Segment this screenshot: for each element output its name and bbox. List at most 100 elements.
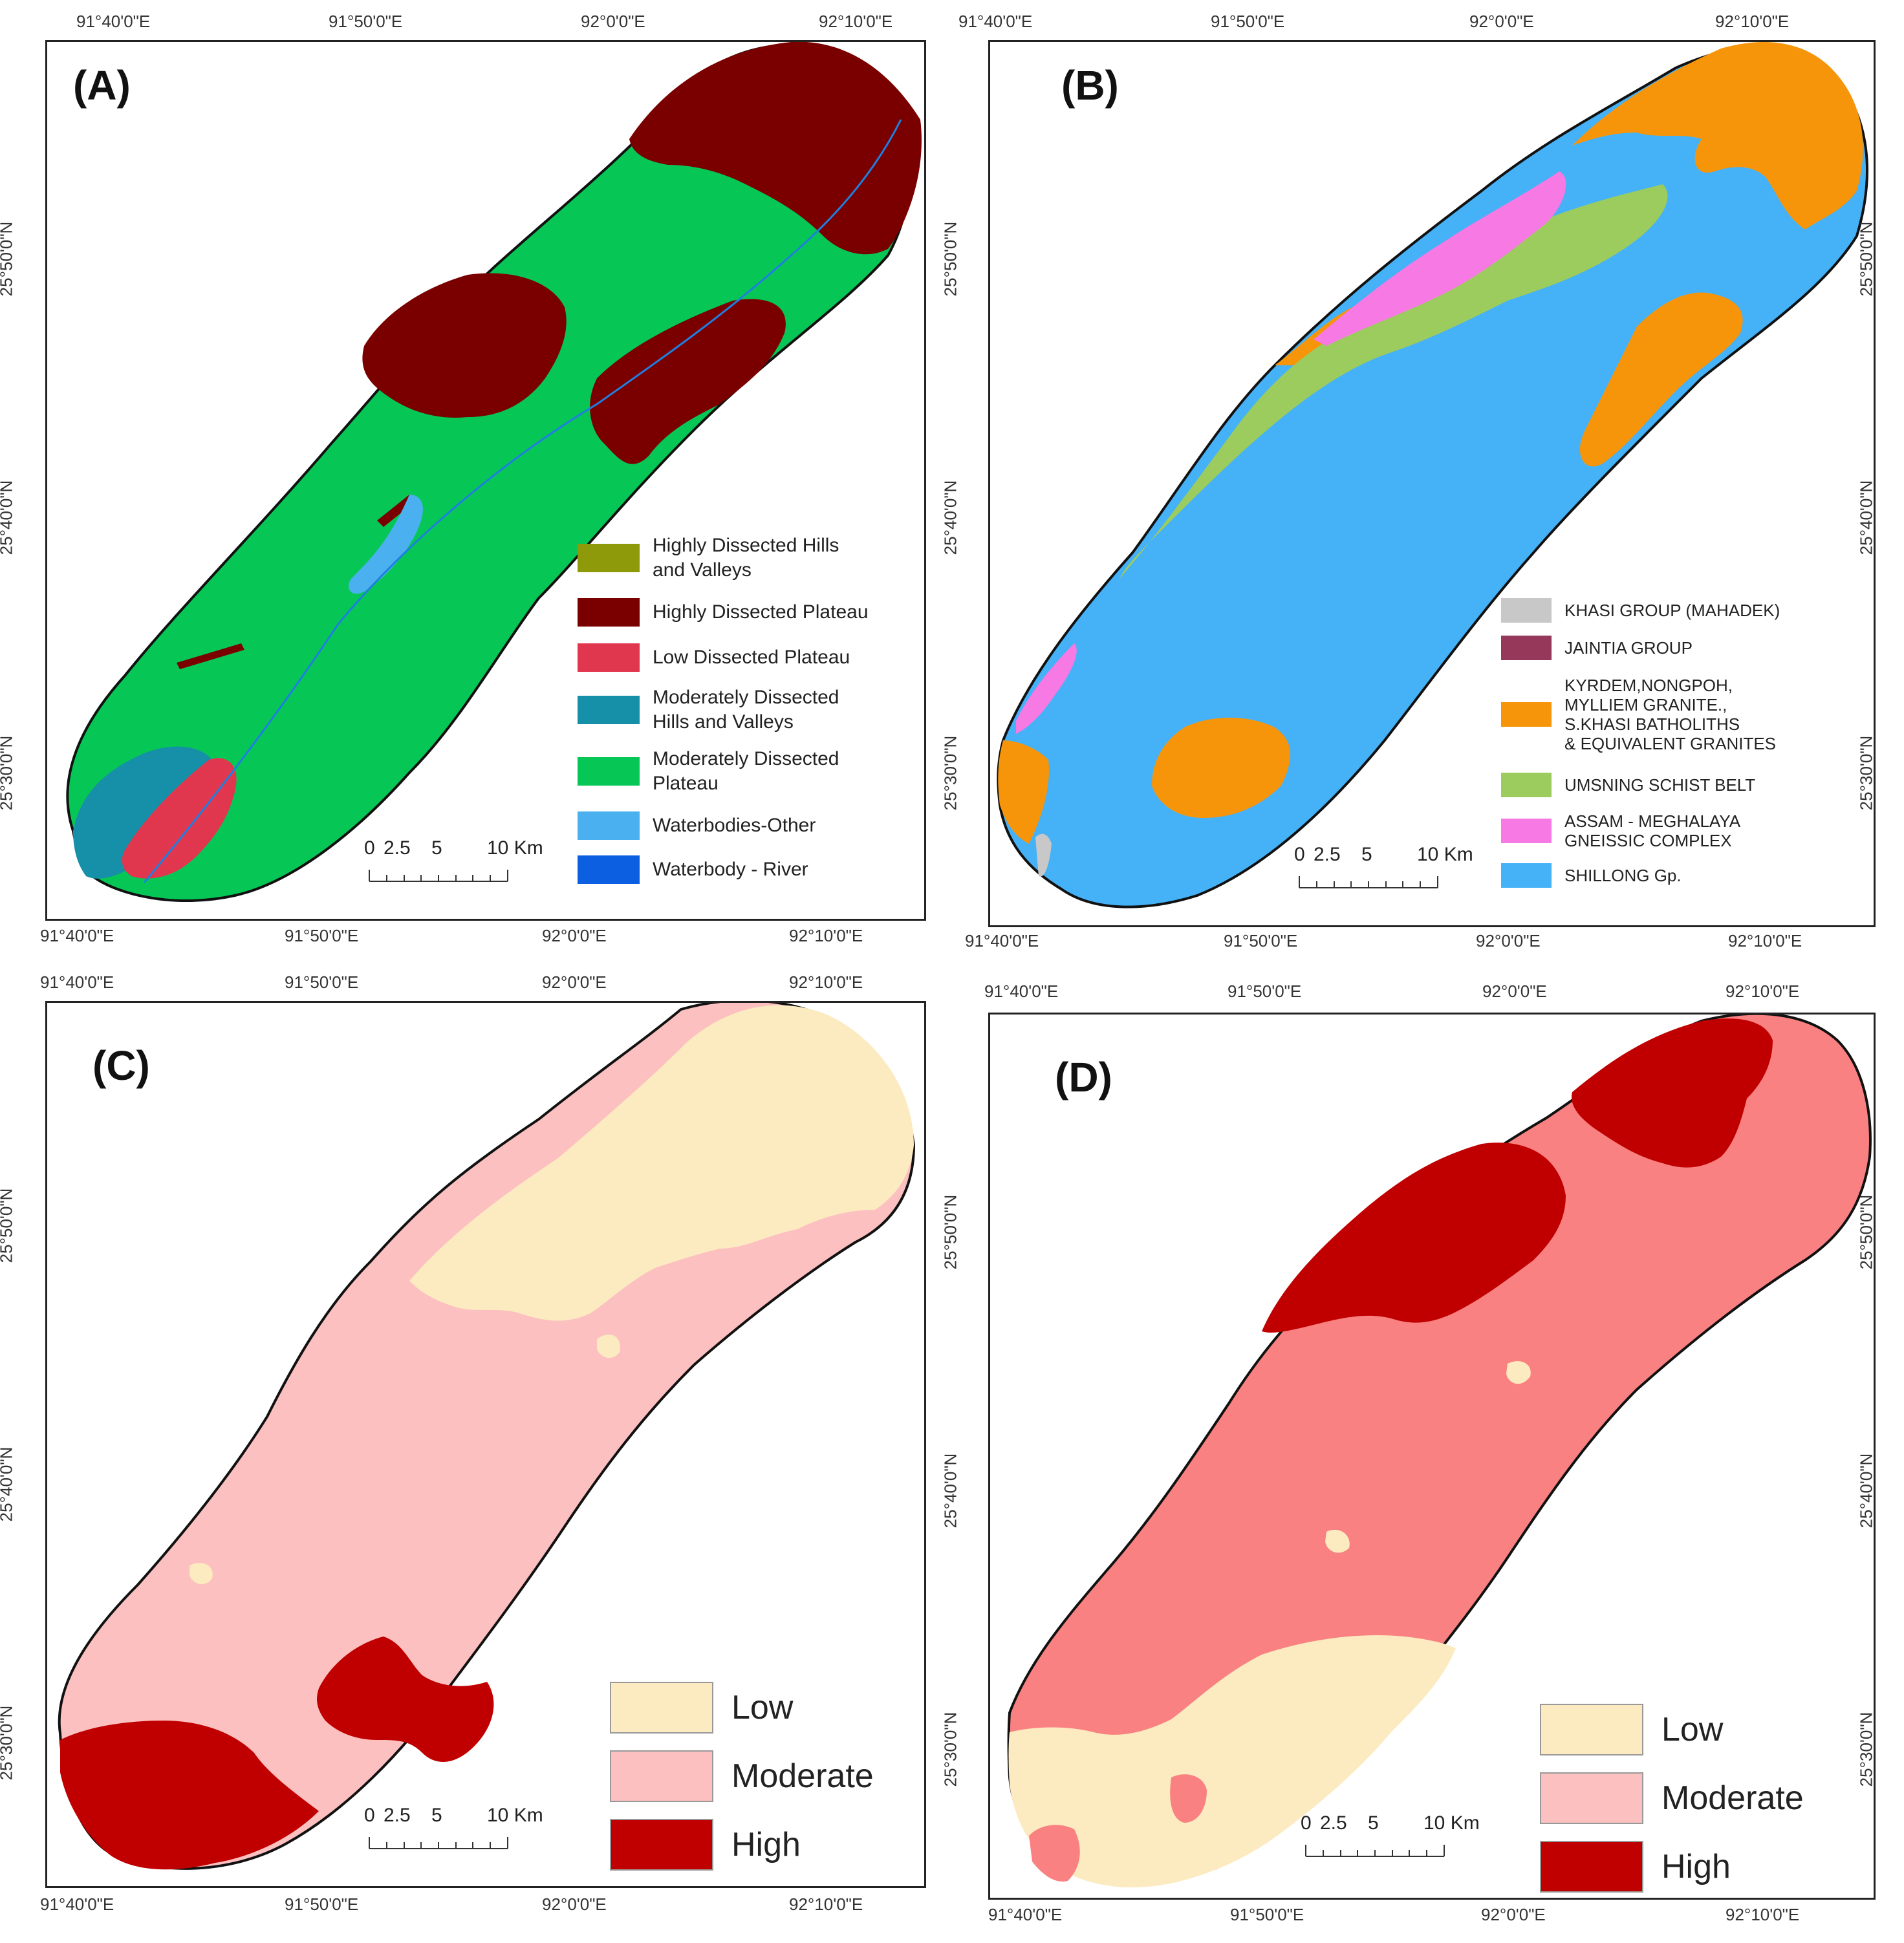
x-tick-top: 91°50'0"E [1211, 12, 1285, 31]
legend-swatch [578, 696, 640, 724]
legend-swatch [578, 544, 640, 572]
umsning-schist-belt [1120, 184, 1668, 579]
legend-swatch [1501, 598, 1552, 623]
panel-label: (A) [73, 62, 131, 109]
legend-label: Low Dissected Plateau [653, 647, 850, 668]
legend-item: High [610, 1819, 801, 1871]
legend: KHASI GROUP (MAHADEK) JAINTIA GROUP KYRD… [1501, 598, 1863, 908]
legend-item: UMSNING SCHIST BELT [1501, 773, 1755, 797]
x-tick-bottom: 92°10'0"E [789, 1895, 863, 1914]
legend: Low Moderate High [1540, 1704, 1837, 1898]
x-tick-bottom: 91°50'0"E [1224, 931, 1298, 950]
legend-label: Moderately Dissected Plateau [653, 748, 839, 794]
legend-swatch [1501, 636, 1552, 660]
y-tick-right: 25°50'0"N [1856, 221, 1876, 297]
y-tick-left: 25°50'0"N [0, 1188, 16, 1263]
legend-item: Waterbodies-Other [578, 811, 816, 840]
panel-c: 91°40'0"E 91°50'0"E 92°0'0"E 92°10'0"E (… [0, 963, 952, 1943]
granites-south [1152, 718, 1290, 818]
legend-label: Moderate [731, 1757, 874, 1795]
panel-d: 91°40'0"E 91°50'0"E 92°0'0"E 92°10'0"E (… [940, 963, 1904, 1943]
scale-bar: 0 2.5 5 10 Km [364, 1805, 543, 1856]
low-zone-spot2 [597, 1334, 620, 1358]
legend-label: Waterbody - River [653, 859, 808, 880]
scale-label-zero: 0 [1294, 844, 1305, 865]
legend-label: Low [731, 1689, 794, 1726]
zonation-map [58, 1003, 916, 1870]
legend-swatch [1501, 773, 1552, 797]
legend-label: SHILLONG Gp. [1564, 866, 1682, 885]
x-tick-top: 92°10'0"E [819, 12, 893, 31]
scale-label-end: 10 Km [1417, 844, 1473, 865]
x-tick-top: 92°10'0"E [1715, 12, 1790, 31]
legend-swatch [1540, 1704, 1643, 1755]
y-tick-right: 25°40'0"N [1856, 1453, 1876, 1529]
x-tick-bottom: 91°40'0"E [965, 931, 1039, 950]
low-zone-spot [1506, 1361, 1531, 1384]
x-tick-top: 92°0'0"E [542, 972, 607, 992]
x-tick-top: 91°40'0"E [958, 12, 1033, 31]
legend-label: Moderately Dissected Hills and Valleys [653, 687, 839, 733]
granites-sw [998, 740, 1049, 844]
assam-meghalaya-gneissic-complex [1314, 171, 1566, 346]
highly-dissected-plateau-center [362, 273, 567, 418]
x-tick-bottom: 92°10'0"E [789, 926, 863, 945]
high-zone-sw [60, 1721, 319, 1870]
legend-swatch [578, 598, 640, 627]
legend-item: ASSAM - MEGHALAYA GNEISSIC COMPLEX [1501, 811, 1740, 850]
panel-label: (C) [92, 1042, 150, 1089]
legend-swatch [1540, 1841, 1643, 1893]
x-tick-top: 92°0'0"E [1469, 12, 1534, 31]
legend-label: High [731, 1826, 801, 1863]
legend-item: Highly Dissected Hills and Valleys [578, 533, 839, 583]
scale-ruler [369, 1837, 508, 1849]
highly-dissected-plateau-strip [177, 643, 244, 669]
legend-label: Highly Dissected Hills and Valleys [653, 535, 839, 581]
scale-label-zero: 0 [364, 837, 375, 859]
high-zone-north [1262, 1143, 1566, 1333]
x-tick-bottom: 92°10'0"E [1728, 931, 1802, 950]
scale-label-end: 10 Km [487, 1805, 543, 1826]
legend-label: Moderate [1661, 1779, 1804, 1817]
x-tick-top: 91°40'0"E [40, 972, 114, 992]
legend-item: Highly Dissected Plateau [578, 598, 869, 627]
low-zone-spot [189, 1563, 213, 1585]
legend-swatch [610, 1750, 713, 1802]
legend-item: Low [1540, 1704, 1723, 1755]
scale-label-b: 5 [1368, 1812, 1379, 1834]
legend-item: JAINTIA GROUP [1501, 636, 1693, 660]
waterbodies-other-lake [349, 495, 423, 594]
y-tick-left: 25°30'0"N [940, 735, 960, 811]
assam-meghalaya-gneissic-complex-sw [1016, 643, 1077, 734]
y-tick-right: 25°50'0"N [1856, 1194, 1876, 1270]
scale-label-b: 5 [431, 837, 442, 859]
scale-label-a: 2.5 [384, 1805, 411, 1826]
map-frame: (A) Highly Dissected Hills and Valleys H… [45, 40, 926, 921]
x-tick-bottom: 91°40'0"E [40, 1895, 114, 1914]
geology-map [997, 42, 1868, 908]
low-zone-spot2 [1325, 1529, 1350, 1553]
x-tick-bottom: 91°40'0"E [988, 1905, 1063, 1924]
scale-ruler [1305, 1845, 1445, 1857]
highly-dissected-plateau-east [590, 299, 786, 464]
x-tick-bottom: 92°0'0"E [542, 1895, 607, 1914]
scale-ruler [369, 870, 508, 882]
map-frame: (D) Low Moderate High 0 2.5 5 10 Km [988, 1013, 1876, 1900]
x-tick-top: 92°0'0"E [581, 12, 645, 31]
scale-label-b: 5 [431, 1805, 442, 1826]
legend: Low Moderate High [610, 1682, 874, 1876]
scale-label-end: 10 Km [487, 837, 543, 859]
y-tick-left: 25°30'0"N [0, 1705, 16, 1781]
legend-item: High [1540, 1841, 1731, 1893]
low-zone-sw [1008, 1635, 1456, 1887]
scale-label-zero: 0 [364, 1805, 375, 1826]
legend-swatch [1501, 819, 1552, 843]
y-tick-left: 25°40'0"N [0, 1446, 16, 1522]
x-tick-bottom: 91°40'0"E [40, 926, 114, 945]
legend-swatch [610, 1682, 713, 1734]
legend-label: KHASI GROUP (MAHADEK) [1564, 601, 1780, 620]
high-zone-center [317, 1637, 494, 1762]
scale-label-end: 10 Km [1423, 1812, 1480, 1834]
x-tick-bottom: 92°0'0"E [542, 926, 607, 945]
x-tick-bottom: 91°50'0"E [1230, 1905, 1304, 1924]
